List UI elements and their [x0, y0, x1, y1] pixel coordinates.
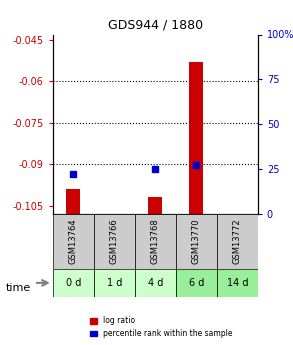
Text: GSM13764: GSM13764	[69, 219, 78, 264]
FancyBboxPatch shape	[176, 269, 217, 297]
Bar	[148, 197, 162, 214]
Text: 14 d: 14 d	[226, 278, 248, 288]
Text: 6 d: 6 d	[189, 278, 204, 288]
FancyBboxPatch shape	[94, 214, 135, 269]
FancyBboxPatch shape	[53, 269, 94, 297]
FancyBboxPatch shape	[135, 214, 176, 269]
FancyBboxPatch shape	[135, 269, 176, 297]
Text: GSM13772: GSM13772	[233, 219, 242, 264]
FancyBboxPatch shape	[53, 214, 94, 269]
Title: GDS944 / 1880: GDS944 / 1880	[108, 19, 203, 32]
Text: 1 d: 1 d	[107, 278, 122, 288]
Legend: log ratio, percentile rank within the sample: log ratio, percentile rank within the sa…	[86, 313, 236, 341]
Bar	[189, 62, 204, 214]
Bar	[66, 189, 80, 214]
Text: 4 d: 4 d	[148, 278, 163, 288]
FancyBboxPatch shape	[217, 214, 258, 269]
Text: GSM13770: GSM13770	[192, 219, 201, 264]
Text: 0 d: 0 d	[66, 278, 81, 288]
FancyBboxPatch shape	[217, 269, 258, 297]
FancyBboxPatch shape	[176, 214, 217, 269]
Text: GSM13766: GSM13766	[110, 219, 119, 264]
Text: time: time	[6, 283, 31, 293]
FancyBboxPatch shape	[94, 269, 135, 297]
Text: GSM13768: GSM13768	[151, 219, 160, 264]
